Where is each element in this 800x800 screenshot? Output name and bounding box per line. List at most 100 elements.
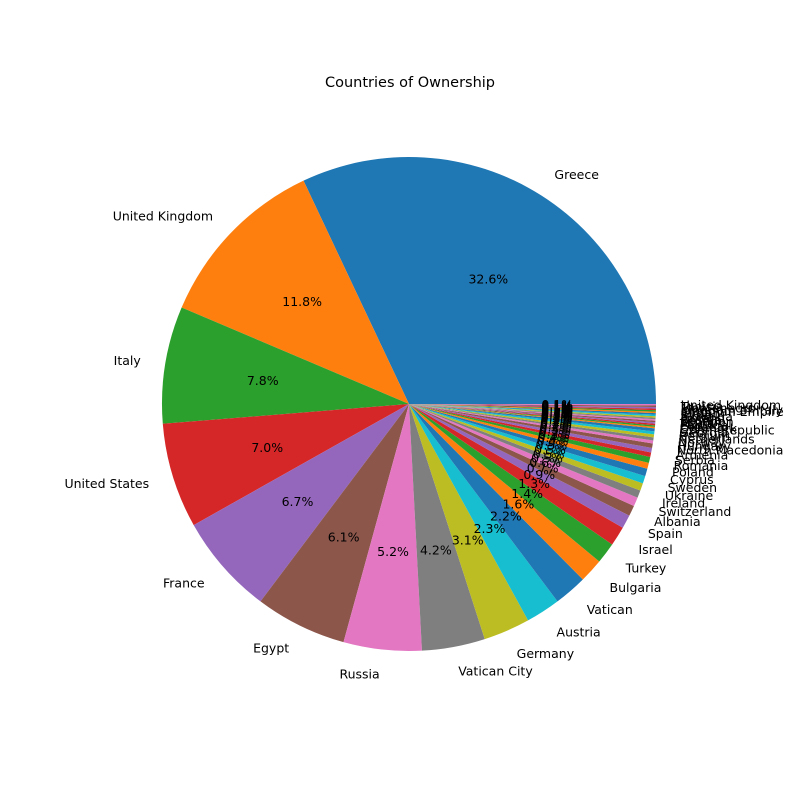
pie-slice-label-portugal-34: Portugal [680, 417, 732, 432]
pie-slice-malta-35 [409, 404, 656, 423]
pie-slice-ireland-17 [409, 404, 641, 498]
pie-slice-label-united-kingdom-1: United Kingdom [113, 208, 213, 223]
pie-percent-label-24: 0.3% [539, 424, 571, 439]
pie-slice-label-ottoman-empire-42: Ottoman Empire [681, 404, 784, 419]
pie-slice-label-hungary-26: Hungary [677, 438, 731, 453]
pie-percent-label-38: 0.1% [541, 404, 573, 419]
pie-slice-label-bulgaria-11: Bulgaria [610, 580, 662, 595]
pie-slice-label-czech-republic-31: Czech Republic [679, 422, 774, 437]
pie-slice-label-kingdom-of-italy-43: Kingdom of Italy [681, 402, 784, 417]
pie-slice-label-belgium-29: Belgium [679, 428, 730, 443]
pie-percent-labels: 32.6%11.8%7.8%7.0%6.7%6.1%5.2% 4.2%3.1%2.… [247, 271, 573, 559]
pie-percent-label-15: 0.7% [527, 461, 559, 476]
pie-percent-label-17: 0.5% [531, 451, 563, 466]
pie-slice-label-tunisia-45: Tunisia [680, 399, 724, 414]
pie-slice-cyprus-20 [409, 404, 648, 477]
pie-slice-label-north-macedonia-25: North Macedonia [677, 442, 784, 457]
pie-slice-north-macedonia-25 [409, 404, 653, 448]
pie-slice-label-italy-2: Italy [114, 353, 142, 368]
pie-percent-label-43: 0.1% [541, 400, 573, 415]
pie-percent-label-26: 0.2% [540, 419, 572, 434]
pie-percent-label-10: 2.2% [490, 509, 522, 524]
pie-slice-label-romania-22: Romania [674, 458, 729, 473]
pie-slice-portugal-34 [409, 404, 656, 424]
pie-slice-label-spain-14: Spain [648, 526, 683, 541]
pie-slice-label-ireland-17: Ireland [662, 496, 705, 511]
pie-slice-slovakia-39 [409, 404, 656, 417]
pie-slice-label-poland-21: Poland [672, 465, 714, 480]
pie-percent-label-20: 0.5% [536, 438, 568, 453]
pie-slice-label-armenia-24: Armenia [676, 447, 728, 462]
pie-slice-turkey-12 [409, 404, 613, 562]
pie-slice-ukraine-18 [409, 404, 643, 491]
pie-slice-label-switzerland-16: Switzerland [658, 504, 731, 519]
pie-slice-label-bosnia-37: Bosnia [680, 412, 722, 427]
pie-slice-united-kingdom-46 [409, 404, 656, 406]
chart-title: Countries of Ownership [325, 75, 495, 91]
pie-percent-label-27: 0.2% [540, 417, 572, 432]
pie-slice-label-ukraine-18: Ukraine [665, 488, 714, 503]
pie-slice-label-croatia-33: Croatia [680, 419, 725, 434]
pie-slice-label-montenegro-44: Montenegro [681, 401, 756, 416]
pie-slice-label-albania-15: Albania [654, 514, 701, 529]
pie-slice-belgium-29 [409, 404, 655, 435]
pie-slice-netherlands-28 [409, 404, 655, 438]
pie-slice-syria-40 [409, 404, 656, 415]
pie-slice-georgia-30 [409, 404, 655, 432]
pie-percent-label-41: 0.1% [541, 402, 573, 417]
pie-slice-united-kingdom-1 [181, 180, 409, 404]
pie-percent-label-16: 0.6% [529, 455, 561, 470]
pie-slice-jordan-41 [409, 404, 656, 414]
pie-percent-label-11: 1.6% [502, 497, 534, 512]
pie-slice-vatican-city-7 [409, 404, 485, 651]
pie-percent-label-33: 0.1% [541, 409, 573, 424]
pie-slice-kingdom-of-italy-43 [409, 404, 656, 411]
pie-slice-united-states-3 [162, 404, 409, 526]
pie-slice-egypt-5 [260, 404, 409, 643]
pie-slice-serbia-23 [409, 404, 652, 457]
pie-percent-label-45: 0.1% [541, 398, 573, 413]
pie-slice-label-serbia-23: Serbia [675, 452, 715, 467]
pie-slice-label-malta-35: Malta [680, 416, 714, 431]
pie-percent-label-40: 0.1% [541, 402, 573, 417]
pie-percent-label-19: 0.5% [534, 442, 566, 457]
pie-percent-label-29: 0.2% [540, 414, 572, 429]
pie-percent-label-44: 0.1% [541, 399, 573, 414]
pie-slice-lebanon-36 [409, 404, 656, 421]
pie-slice-label-sweden-19: Sweden [668, 480, 717, 495]
pie-percent-label-13: 1.3% [518, 476, 550, 491]
pie-slice-ottoman-empire-42 [409, 404, 656, 412]
pie-slice-label-united-kingdom-46: United Kingdom [681, 397, 781, 412]
pie-slice-label-jordan-41: Jordan [680, 406, 721, 421]
pie-slice-bulgaria-11 [409, 404, 600, 580]
pie-slice-label-slovakia-39: Slovakia [680, 409, 732, 424]
pie-slice-label-turkey-12: Turkey [625, 561, 667, 576]
pie-slice-label-germany-8: Germany [517, 646, 575, 661]
pie-percent-label-34: 0.1% [541, 408, 573, 423]
pie-slice-label-france-4: France [163, 575, 205, 590]
pie-slice-bosnia-37 [409, 404, 656, 420]
pie-slice-denmark-32 [409, 404, 656, 427]
pie-slice-vatican-10 [409, 404, 583, 602]
pie-slice-label-israel-13: Israel [639, 542, 673, 557]
pie-slice-label-egypt-5: Egypt [253, 640, 289, 655]
pie-percent-label-46: 0.1% [541, 397, 573, 412]
pie-percent-label-18: 0.5% [533, 446, 565, 461]
pie-slice-label-vatican-city-7: Vatican City [458, 664, 533, 679]
pie-slice-montenegro-44 [409, 404, 656, 409]
pie-slice-label-norway-27: Norway [678, 435, 726, 450]
pie-percent-label-37: 0.1% [541, 405, 573, 420]
pie-percent-label-39: 0.1% [541, 403, 573, 418]
pie-slice-russia-6 [343, 404, 422, 651]
pie-slice-switzerland-16 [409, 404, 638, 507]
pie-percent-label-8: 3.1% [452, 533, 484, 548]
pie-slice-label-netherlands-28: Netherlands [678, 432, 754, 447]
pie-slice-romania-22 [409, 404, 651, 463]
pie-slices [162, 157, 656, 651]
pie-percent-label-2: 7.8% [247, 373, 279, 388]
pie-slice-label-syria-40: Syria [680, 407, 712, 422]
pie-percent-label-9: 2.3% [474, 521, 506, 536]
pie-percent-label-35: 0.1% [541, 407, 573, 422]
pie-slice-croatia-33 [409, 404, 656, 426]
